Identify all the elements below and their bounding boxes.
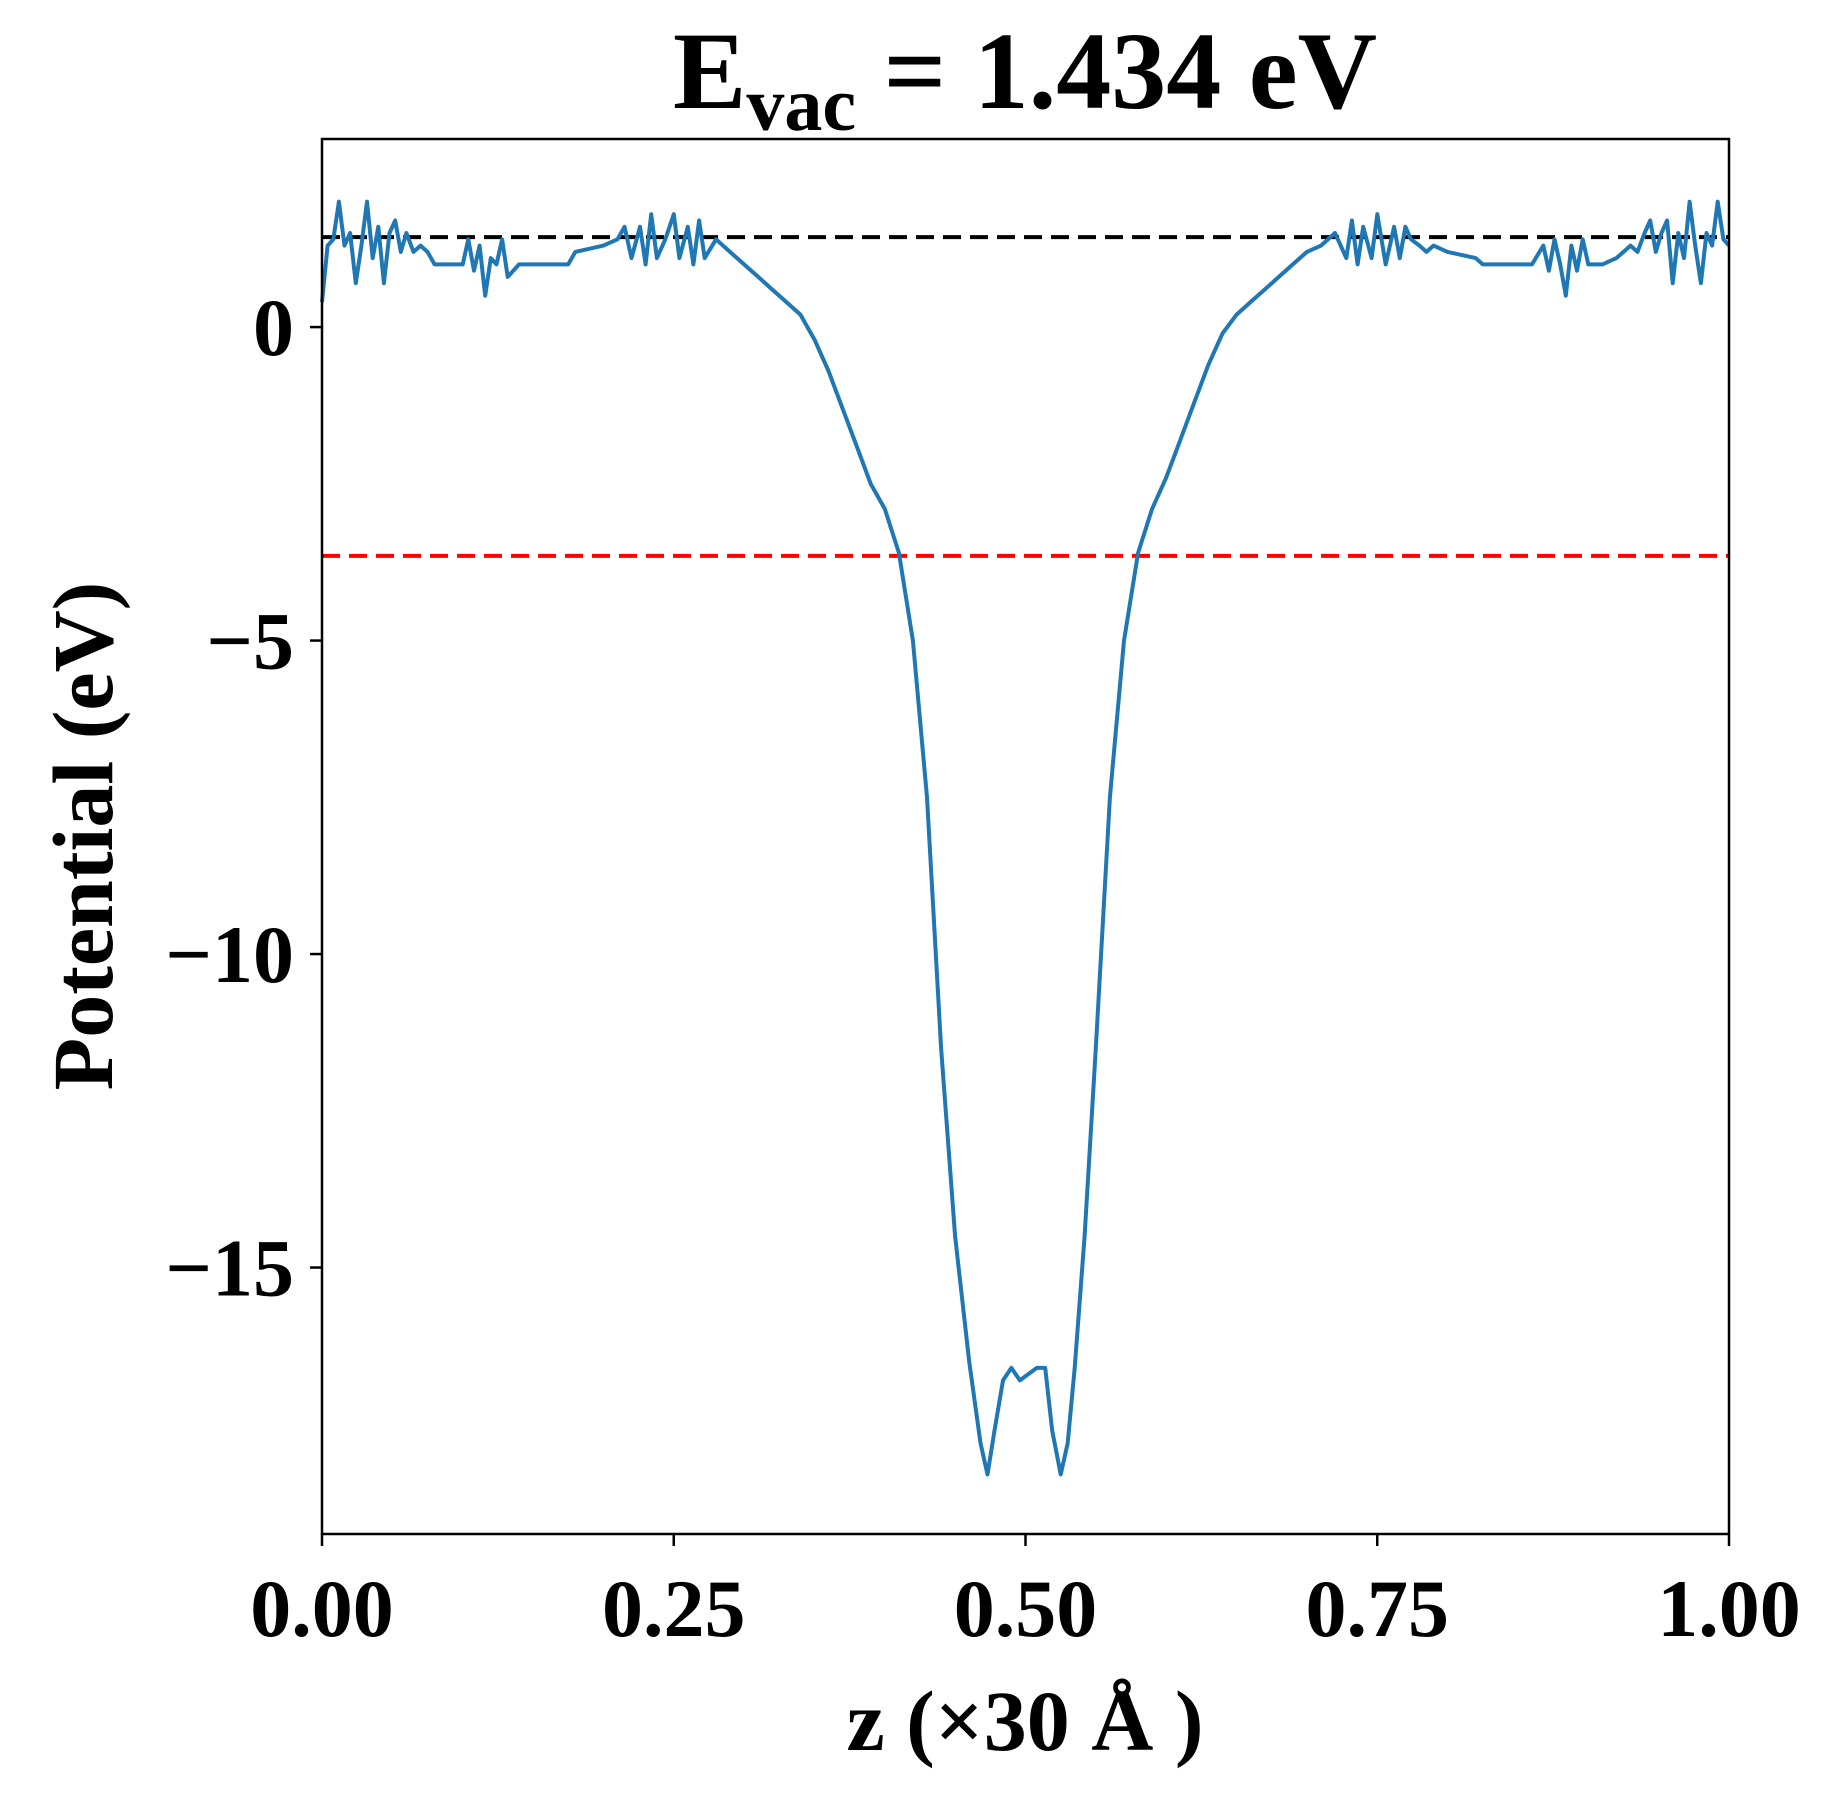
title-main: E	[673, 10, 746, 132]
y-axis: 0 −5 −10 −15	[165, 282, 322, 1314]
y-tick-label: −10	[165, 909, 294, 1000]
y-tick-label: −15	[165, 1223, 294, 1314]
x-tick-label: 0.25	[602, 1563, 746, 1654]
title-rest: = 1.434 eV	[856, 10, 1377, 132]
axes-frame	[320, 137, 1731, 1536]
title-subscript: vac	[746, 63, 856, 147]
chart-title: Evac = 1.434 eV	[673, 10, 1377, 147]
x-tick-label: 1.00	[1657, 1563, 1801, 1654]
x-axis: 0.00 0.25 0.50 0.75 1.00	[250, 1534, 1801, 1654]
x-axis-label: z (×30 Å )	[846, 1673, 1203, 1769]
x-tick-label: 0.50	[954, 1563, 1098, 1654]
x-tick-label: 0.75	[1306, 1563, 1450, 1654]
x-tick-label: 0.00	[250, 1563, 394, 1654]
y-tick-label: −5	[206, 596, 294, 687]
y-axis-label: Potential (eV)	[35, 582, 131, 1091]
planar-average-potential-line	[320, 199, 1731, 1477]
y-tick-label: 0	[253, 282, 294, 373]
plot-area	[320, 199, 1731, 1477]
